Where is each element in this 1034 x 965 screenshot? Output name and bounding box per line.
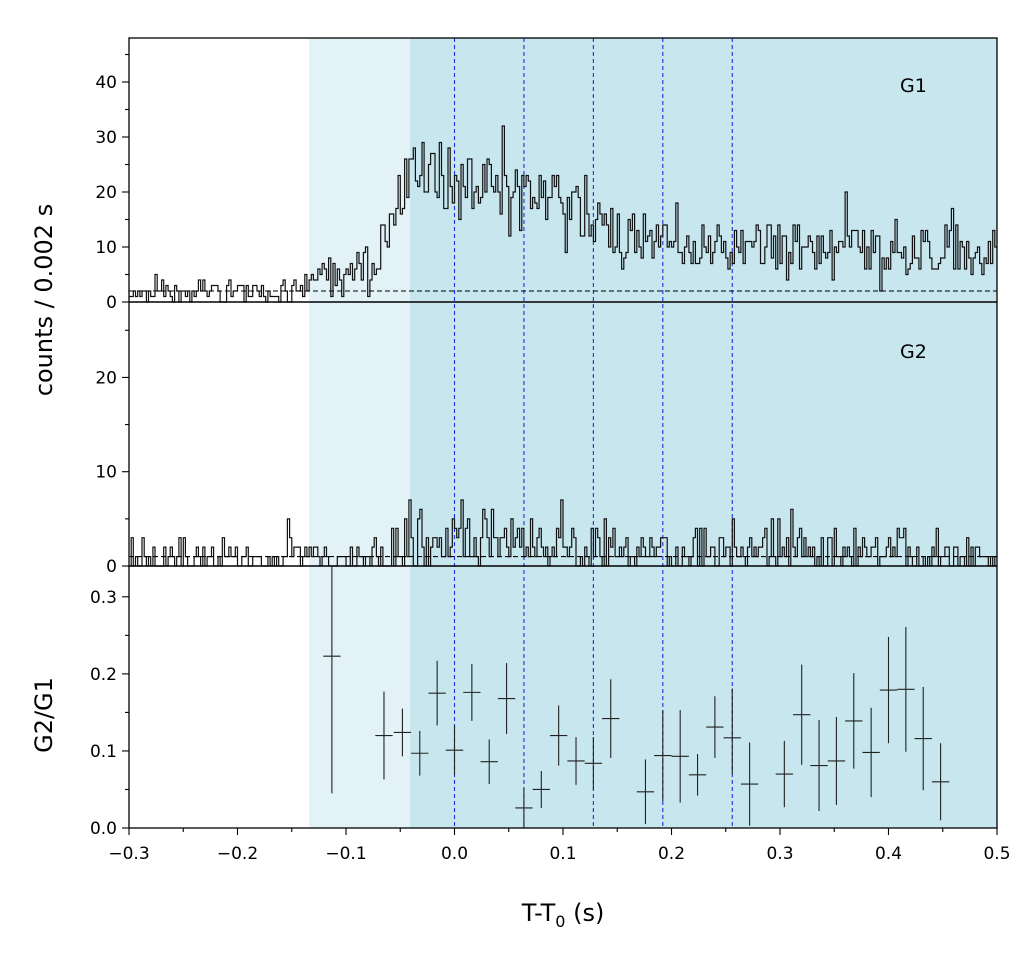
shaded-region-1 [410,38,997,828]
y-tick-label-1-1: 10 [95,463,117,483]
x-tick-label-6: 0.3 [766,844,793,864]
g2-panel-label: G2 [900,341,927,363]
histogram-g2 [129,499,997,567]
x-tick-label-4: 0.1 [549,844,576,864]
y-tick-label-1-0: 0 [106,557,117,577]
y-tick-label-0-2: 20 [95,183,117,203]
y-tick-label-0-4: 40 [95,73,117,93]
x-tick-label-1: −0.2 [217,844,258,864]
x-tick-label-2: −0.1 [325,844,366,864]
x-axis-title: T-T0 (s) [521,899,605,931]
g2-panel [129,499,997,567]
y-tick-label-1-2: 20 [95,368,117,388]
y-tick-label-2-3: 0.3 [90,588,117,608]
y-axis-title-counts: counts / 0.002 s [30,204,58,396]
y-axis-title-ratio: G2/G1 [30,677,58,753]
histogram-g1 [129,125,997,303]
x-tick-label-0: −0.3 [108,844,149,864]
x-axis-title-main: T-T [521,899,556,927]
g1-panel-label: G1 [900,75,927,97]
x-axis-title-unit: (s) [565,899,604,927]
x-tick-label-7: 0.4 [875,844,902,864]
y-tick-label-0-1: 10 [95,238,117,258]
x-tick-label-8: 0.5 [983,844,1010,864]
ratio-panel [323,566,950,828]
axes-frame: 0 10 20 30 40 0 10 20 0.0 0.1 0.2 0.3 −0.3 −0.2 −0.1 0.… [90,37,1011,864]
g1-panel [129,125,997,303]
x-tick-label-5: 0.2 [658,844,685,864]
y-tick-label-0-3: 30 [95,128,117,148]
y-tick-label-2-2: 0.2 [90,665,117,685]
x-tick-label-3: 0.0 [441,844,468,864]
y-tick-label-0-0: 0 [106,293,117,313]
shaded-intervals [309,38,997,828]
y-tick-label-2-1: 0.1 [90,742,117,762]
y-tick-label-2-0: 0.0 [90,819,117,839]
x-axis-title-subscript: 0 [555,912,565,931]
